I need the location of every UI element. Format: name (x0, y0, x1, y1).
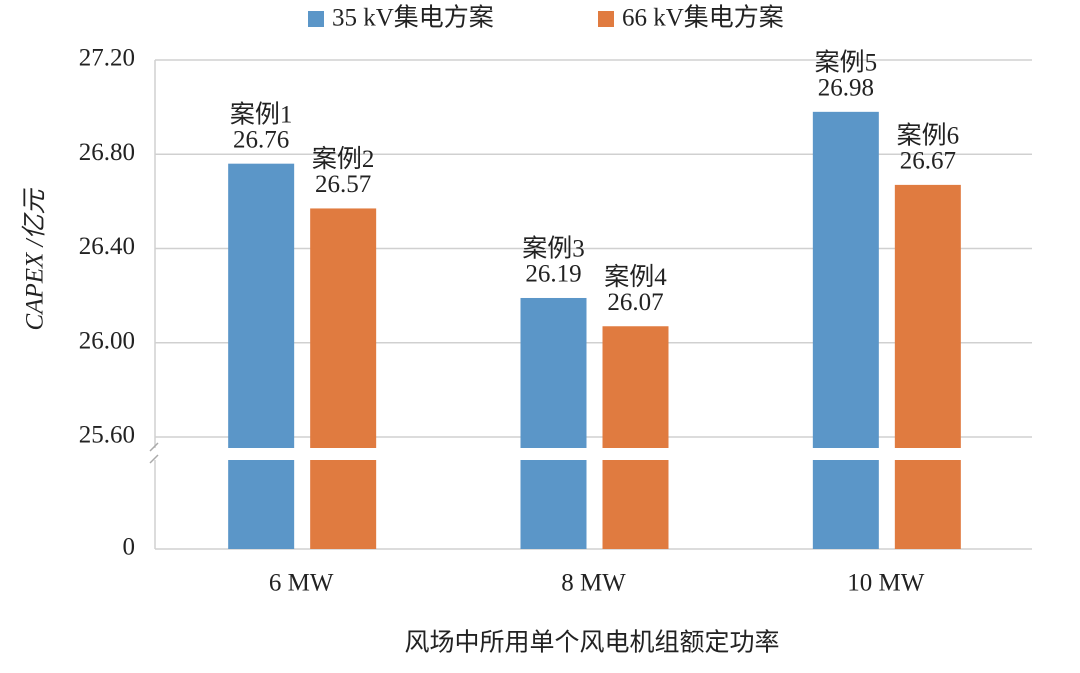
y-tick-label: 25.60 (79, 422, 135, 449)
y-tick-label: 26.00 (79, 327, 135, 354)
bar-annotation: 案例5 (815, 49, 878, 77)
bar-annotation: 案例4 (604, 263, 667, 291)
legend-label: 35 kV集电方案 (332, 4, 494, 32)
y-tick-label: 0 (123, 534, 136, 561)
legend-label: 66 kV集电方案 (622, 4, 784, 32)
axis-break-mark (149, 454, 159, 464)
x-tick-label: 8 MW (561, 570, 626, 597)
y-axis-title: CAPEX /亿元 (22, 188, 49, 331)
bar (812, 111, 879, 550)
bar (602, 326, 669, 549)
bar-annotation: 案例3 (522, 235, 585, 263)
value-label: 26.57 (315, 171, 371, 198)
value-label: 26.76 (233, 126, 289, 153)
axis-break-gap (153, 448, 1034, 460)
bar-annotation: 案例6 (897, 122, 960, 150)
y-tick-label: 26.80 (79, 139, 135, 166)
bar (310, 208, 377, 549)
value-label: 26.98 (818, 75, 874, 102)
legend-swatch (598, 11, 614, 27)
legend-swatch (308, 11, 324, 27)
bar (228, 163, 295, 550)
value-label: 26.07 (607, 289, 663, 316)
bar-annotation: 案例2 (312, 145, 375, 173)
value-label: 26.19 (525, 261, 581, 288)
x-tick-label: 6 MW (269, 570, 334, 597)
axis-break-mark (149, 442, 159, 452)
y-tick-label: 26.40 (79, 233, 135, 260)
bar (894, 184, 961, 549)
bar (520, 297, 587, 549)
x-axis-title: 风场中所用单个风电机组额定功率 (404, 629, 779, 657)
value-label: 26.67 (900, 148, 956, 175)
x-tick-label: 10 MW (847, 570, 924, 597)
bar-annotation: 案例1 (230, 100, 293, 128)
y-tick-label: 27.20 (79, 45, 135, 72)
